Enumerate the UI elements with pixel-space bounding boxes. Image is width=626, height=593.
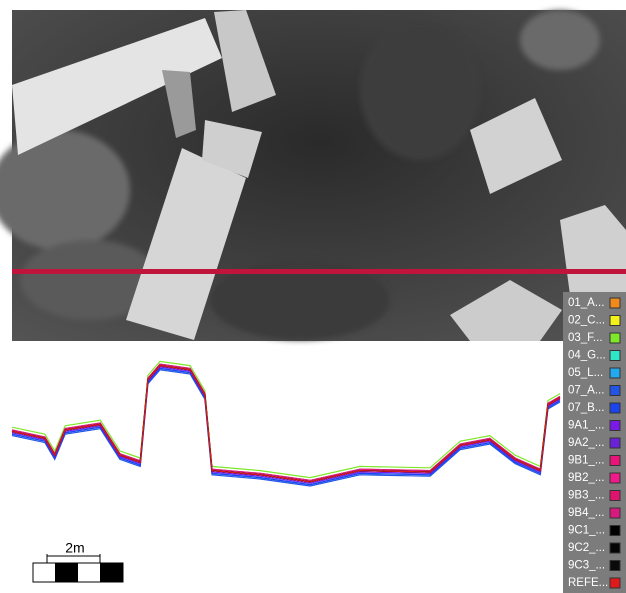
legend-label: 9A2_...	[568, 437, 604, 449]
height-map	[0, 10, 626, 341]
legend-label: 07_A...	[568, 385, 604, 397]
legend-swatch	[609, 385, 621, 396]
scale-label: 2m	[65, 540, 84, 556]
legend-swatch	[609, 437, 621, 449]
legend-swatch	[609, 350, 621, 361]
profile-series	[11, 363, 561, 482]
legend-swatch	[609, 332, 621, 344]
legend-swatch	[609, 402, 621, 414]
scale-bar: 2m	[32, 540, 124, 583]
legend-swatch	[609, 420, 621, 431]
profile-series	[11, 363, 561, 482]
legend-swatch	[609, 490, 621, 501]
legend-label: 9B1_...	[568, 455, 604, 467]
legend-label: REFE...	[568, 577, 608, 589]
profile-plot	[11, 360, 561, 487]
legend-swatch	[609, 525, 621, 536]
legend-label: 9A1_...	[568, 420, 604, 432]
legend: 01_A... 02_C... 03_F... 04_G... 05_L... 07_A.…	[563, 292, 626, 593]
legend-swatch	[609, 577, 621, 589]
legend-swatch	[609, 542, 621, 554]
legend-swatch	[609, 297, 621, 309]
legend-label: 04_G...	[568, 350, 606, 362]
legend-swatch	[609, 472, 621, 484]
legend-swatch	[609, 367, 621, 379]
profile-series	[11, 364, 561, 483]
profile-series	[11, 360, 561, 479]
legend-swatch	[609, 507, 621, 519]
legend-swatch	[609, 315, 621, 326]
legend-label: 9B3_...	[568, 490, 604, 502]
legend-swatch	[609, 455, 621, 466]
profile-line	[12, 269, 626, 274]
legend-label: 9B2_...	[568, 472, 604, 484]
legend-label: 01_A...	[568, 297, 604, 309]
legend-label: 9C2_...	[568, 542, 605, 554]
legend-label: 07_B...	[568, 402, 604, 414]
legend-label: 05_L...	[568, 367, 603, 379]
legend-label: 03_F...	[568, 332, 603, 344]
legend-swatch	[609, 560, 621, 571]
profile-series	[11, 363, 561, 482]
legend-label: 9B4_...	[568, 507, 604, 519]
legend-label: 9C3_...	[568, 560, 605, 572]
legend-label: 02_C...	[568, 315, 605, 327]
legend-label: 9C1_...	[568, 525, 605, 537]
